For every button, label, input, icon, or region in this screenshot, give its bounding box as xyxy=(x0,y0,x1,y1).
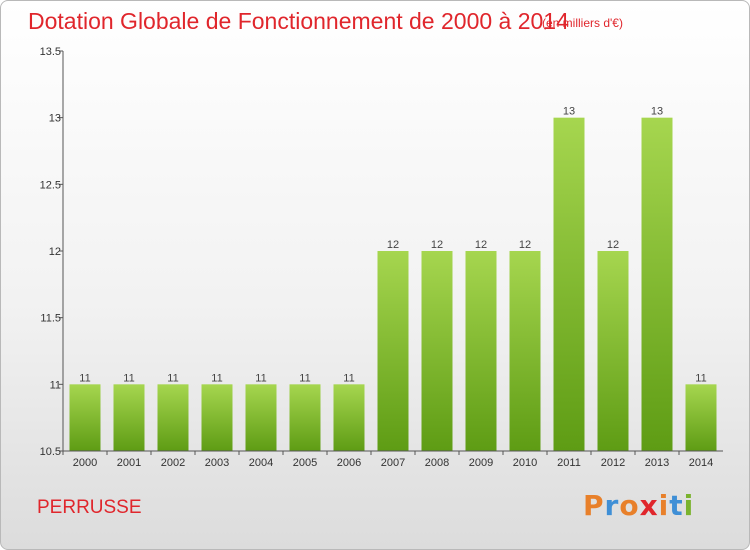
data-label-2002: 11 xyxy=(167,372,178,384)
data-label-2012: 12 xyxy=(607,239,619,251)
logo-letter: i xyxy=(658,489,670,522)
x-tick-label-2004: 2004 xyxy=(249,457,273,469)
data-label-2003: 11 xyxy=(211,372,222,384)
bar-2012 xyxy=(597,251,629,451)
y-tick-label: 11 xyxy=(50,379,61,391)
x-tick-label-2014: 2014 xyxy=(689,457,713,469)
bar-2010 xyxy=(509,251,541,451)
data-label-2009: 12 xyxy=(475,239,487,251)
data-label-2006: 11 xyxy=(343,372,354,384)
y-tick-label: 13.5 xyxy=(40,46,61,58)
bar-2001 xyxy=(113,384,145,451)
y-tick-label: 12.5 xyxy=(40,179,61,191)
bar-2009 xyxy=(465,251,497,451)
y-tick-label: 11.5 xyxy=(40,313,61,325)
proxiti-logo[interactable]: Proxiti xyxy=(583,489,694,522)
bar-2004 xyxy=(245,384,277,451)
data-label-2014: 11 xyxy=(695,372,706,384)
bar-2000 xyxy=(69,384,101,451)
x-tick-label-2006: 2006 xyxy=(337,457,361,469)
bar-2003 xyxy=(201,384,233,451)
bar-2005 xyxy=(289,384,321,451)
x-tick-label-2003: 2003 xyxy=(205,457,229,469)
chart-title: Dotation Globale de Fonctionnement de 20… xyxy=(28,8,569,34)
commune-name: PERRUSSE xyxy=(37,497,142,518)
x-tick-label-2001: 2001 xyxy=(117,457,141,469)
bar-2002 xyxy=(157,384,189,451)
data-label-2001: 11 xyxy=(123,372,134,384)
data-label-2010: 12 xyxy=(519,239,531,251)
bar-2013 xyxy=(641,117,673,452)
y-tick-label: 10.5 xyxy=(40,446,61,458)
x-tick-label-2012: 2012 xyxy=(601,457,625,469)
chart-unit: (en milliers d'€) xyxy=(542,16,623,30)
logo-letter: r xyxy=(604,489,620,522)
x-tick-label-2005: 2005 xyxy=(293,457,317,469)
logo-letter: i xyxy=(683,489,695,522)
logo-letter: P xyxy=(583,489,605,522)
x-tick-label-2000: 2000 xyxy=(73,457,97,469)
bar-2006 xyxy=(333,384,365,451)
bar-2008 xyxy=(421,251,453,451)
bar-2014 xyxy=(685,384,717,451)
data-label-2011: 13 xyxy=(563,106,575,118)
data-label-2000: 11 xyxy=(79,372,90,384)
y-tick-label: 12 xyxy=(49,246,61,258)
data-label-2005: 11 xyxy=(299,372,310,384)
x-tick-label-2009: 2009 xyxy=(469,457,493,469)
bar-2011 xyxy=(553,117,585,452)
x-tick-label-2010: 2010 xyxy=(513,457,537,469)
logo-letter: x xyxy=(639,489,659,522)
data-label-2004: 11 xyxy=(255,372,266,384)
y-tick-label: 13 xyxy=(49,113,61,125)
data-label-2013: 13 xyxy=(651,106,663,118)
data-label-2007: 12 xyxy=(387,239,399,251)
x-tick-label-2011: 2011 xyxy=(557,457,581,469)
x-tick-label-2007: 2007 xyxy=(381,457,405,469)
x-tick-label-2002: 2002 xyxy=(161,457,185,469)
logo-letter: t xyxy=(669,489,684,522)
data-label-2008: 12 xyxy=(431,239,443,251)
x-tick-label-2008: 2008 xyxy=(425,457,449,469)
x-tick-label-2013: 2013 xyxy=(645,457,669,469)
bar-2007 xyxy=(377,251,409,451)
logo-letter: o xyxy=(619,489,640,522)
